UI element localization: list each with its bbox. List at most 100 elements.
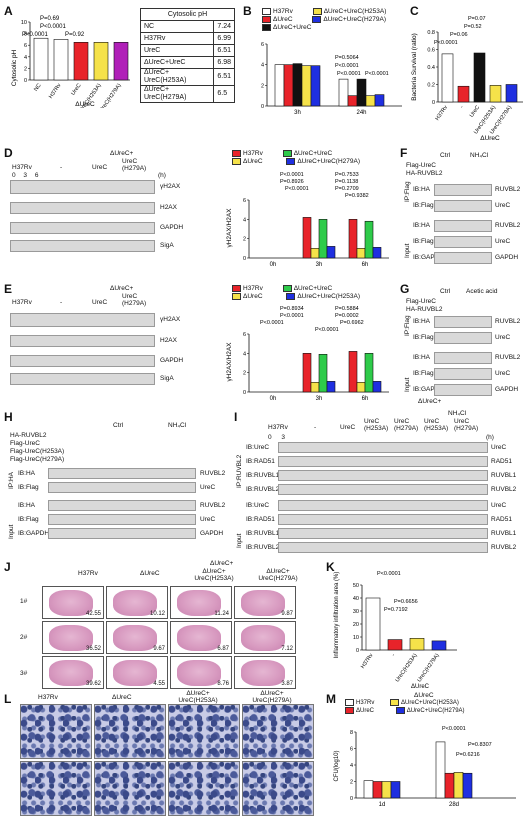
b-pval-2: P<0.0001	[365, 71, 389, 77]
svg-text:P<0.0001: P<0.0001	[285, 186, 309, 192]
bar	[365, 597, 381, 651]
svg-text:ΔUreC: ΔUreC	[411, 684, 430, 690]
svg-text:P=0.6216: P=0.6216	[456, 752, 480, 758]
panel-label-e: E	[4, 282, 13, 296]
y-tick-label: 2	[350, 780, 353, 786]
svg-text:P<0.0001: P<0.0001	[280, 172, 304, 178]
bar	[374, 94, 385, 107]
bar	[364, 220, 374, 259]
histology-grid: H37Rv ΔUreC ΔUreC+ UreC(H253A) ΔUreC+ Ur…	[20, 690, 320, 818]
infiltration-value: 7.12	[281, 646, 293, 652]
infiltration-value: 10.12	[149, 611, 165, 617]
svg-text:P<0.0001: P<0.0001	[260, 320, 284, 326]
svg-text:P=0.6962: P=0.6962	[340, 320, 364, 326]
table-row: ΔUreC+UreC 6.98	[139, 56, 235, 69]
y-tick-label: 50	[353, 583, 359, 589]
bar	[283, 64, 294, 107]
bar	[473, 52, 486, 103]
bar	[453, 772, 464, 799]
infiltration-value: 39.62	[85, 681, 101, 687]
histology-image	[94, 761, 166, 816]
bar	[326, 381, 336, 393]
chart-b: 0 2 4 6 3h 24h P=0.5064 P<0.0001 P<0.0001 P<0…	[261, 42, 402, 116]
svg-text:P=0.7192: P=0.7192	[384, 607, 408, 613]
bar	[381, 781, 392, 799]
bar	[73, 41, 89, 81]
bar	[302, 217, 312, 259]
infiltration-value: 9.67	[153, 646, 165, 652]
y-tick-label: 0	[356, 648, 359, 654]
x-tick-label: 3h	[316, 396, 323, 402]
svg-text:P=0.8926: P=0.8926	[280, 179, 304, 185]
svg-text:P=0.6656: P=0.6656	[394, 599, 418, 605]
a-pval-3: P=0.92	[65, 32, 85, 38]
x-tick-label: 28d	[449, 802, 459, 808]
infiltration-value: 8.76	[217, 681, 229, 687]
lung-section: 10.12	[106, 586, 168, 619]
y-tick-label: 0	[432, 100, 435, 106]
y-tick-label: 8	[24, 32, 27, 38]
bar	[356, 382, 366, 393]
svg-text:P=0.0002: P=0.0002	[335, 313, 359, 319]
histology-image	[242, 761, 314, 816]
ph-table: Cytosolic pH NC 7.24 H37Rv 6.99 UreC 6.51 Δ…	[139, 8, 235, 103]
svg-text:Inflammatory infiltration area: Inflammatory infiltration area (%)	[334, 572, 340, 659]
chart-c-ylabel: Bacteria Survival (ratio)	[411, 33, 418, 101]
bar	[348, 351, 358, 393]
y-tick-label: 6	[243, 332, 246, 338]
svg-text:P=0.1138: P=0.1138	[335, 179, 358, 185]
x-tick-label: H37Rv	[435, 105, 450, 122]
bar	[387, 639, 403, 651]
infiltration-value: 3.87	[281, 681, 293, 687]
svg-text:P=0.7533: P=0.7533	[335, 172, 359, 178]
a-group-label: ΔUreC	[75, 101, 95, 108]
x-tick-label: 1d	[379, 802, 386, 808]
y-tick-label: 8	[350, 730, 353, 736]
a-pval-0: P=0.69	[40, 16, 60, 22]
y-tick-label: 4	[261, 63, 264, 69]
lung-section: 36.52	[42, 621, 104, 654]
bar	[356, 78, 367, 107]
infiltration-value: 11.24	[214, 611, 229, 617]
b-pval-0: P=0.5064	[335, 55, 359, 61]
histology-image	[20, 761, 92, 816]
y-tick-label: 6	[24, 43, 27, 49]
lung-section: 3.87	[234, 656, 296, 689]
e-legend: H37Rv ΔUreC+UreC ΔUreC ΔUreC+UreC(H253A)	[232, 285, 392, 301]
y-tick-label: 2	[243, 237, 246, 243]
svg-text:P<0.0001: P<0.0001	[280, 313, 304, 319]
x-tick-label: -	[391, 653, 397, 658]
a-pval-1: P<0.0001	[40, 24, 67, 30]
bar	[301, 65, 312, 107]
panel-label-i: I	[234, 410, 238, 424]
blot-f: Ctrl NH₄Cl Flag-UreC HA-RUVBL2 IP:Flag I…	[404, 150, 526, 275]
infiltration-value: 42.55	[85, 611, 101, 617]
lung-section: 7.12	[234, 621, 296, 654]
y-tick-label: 10	[21, 20, 27, 26]
bar	[457, 85, 470, 103]
a-pval-2: P<0.0001	[22, 32, 49, 38]
y-tick-label: 2	[261, 83, 264, 89]
x-tick-label: 3h	[316, 262, 323, 268]
y-tick-label: 20	[353, 622, 359, 628]
y-tick-label: 4	[243, 217, 246, 223]
c-pval-3: P=0.07	[468, 16, 486, 22]
infiltration-value: 9.87	[281, 611, 293, 617]
bar	[347, 95, 358, 107]
x-tick-label: UreC(H253A)	[395, 653, 419, 684]
svg-text:P=0.8307: P=0.8307	[468, 742, 492, 748]
lung-section: 4.55	[106, 656, 168, 689]
infiltration-value: 36.52	[85, 646, 101, 652]
bar	[505, 84, 518, 103]
panel-label-l: L	[4, 692, 12, 706]
bar	[338, 78, 349, 107]
x-tick-label: H37Rv	[360, 653, 375, 670]
svg-text:P<0.0001: P<0.0001	[442, 726, 466, 732]
infiltration-value: 4.55	[153, 681, 165, 687]
lung-section: 9.67	[106, 621, 168, 654]
blot-e: ΔUreC+ H37Rv - UreC UreC (H279A) γH2AX H…	[10, 285, 210, 405]
y-tick-label: 4	[24, 55, 27, 61]
x-tick-label: NC	[33, 83, 42, 93]
